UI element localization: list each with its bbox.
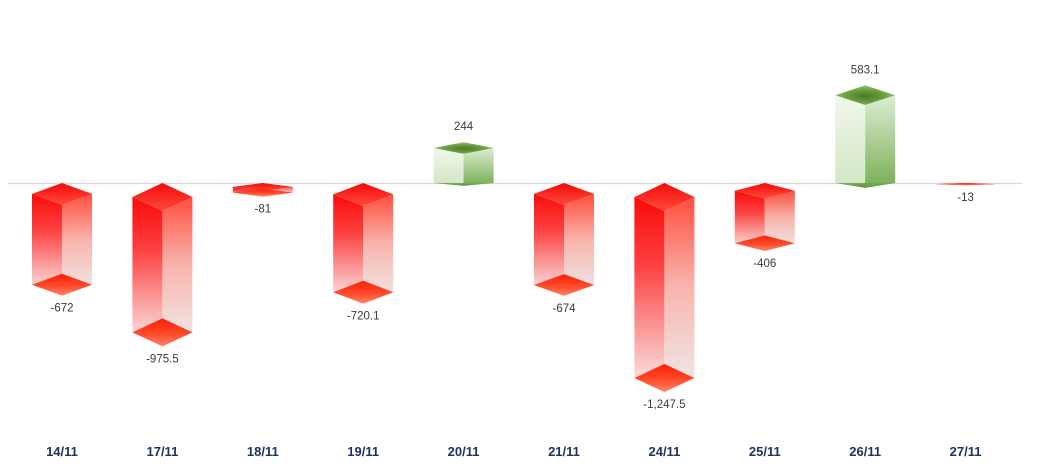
bar-top-cap [333, 183, 394, 206]
bar-14-11[interactable] [32, 183, 92, 296]
bar-top-cap [734, 183, 795, 199]
bar-left-face [333, 194, 364, 304]
x-axis-label: 14/11 [46, 444, 78, 459]
bar-bottom-cap [534, 274, 594, 296]
bar-bottom-cap [634, 364, 695, 392]
bar-right-face [764, 190, 795, 251]
bar-right-face [564, 193, 594, 296]
bar-19-11[interactable] [333, 183, 394, 304]
x-axis-label: 27/11 [950, 444, 982, 459]
bar-26-11[interactable] [835, 85, 896, 188]
bar-left-face [132, 197, 163, 347]
bar-right-face [363, 194, 394, 304]
bar-24-11[interactable] [634, 183, 695, 392]
x-axis-label: 25/11 [749, 444, 781, 459]
bar-right-face [463, 148, 494, 183]
bar-bottom-cap [32, 273, 92, 296]
bar-left-face [534, 193, 564, 296]
value-label: -975.5 [146, 353, 179, 365]
bar-bottom-cap [935, 183, 996, 186]
x-axis-label: 24/11 [648, 444, 680, 459]
bar-top-cap [32, 183, 92, 205]
bar-left-face [835, 95, 866, 183]
x-axis-label: 20/11 [448, 444, 480, 459]
x-axis-label: 19/11 [347, 444, 379, 459]
bar-top-cap [232, 183, 293, 191]
bar-left-face [634, 197, 665, 392]
bar-21-11[interactable] [534, 183, 594, 296]
value-label: -720.1 [347, 311, 380, 323]
bar-top-cap [835, 85, 896, 105]
value-label: 583.1 [851, 64, 880, 76]
bar-top-cap [534, 183, 594, 205]
bar-left-face [433, 148, 464, 183]
bar-bottom-cap [734, 235, 795, 251]
bar-27-11[interactable] [935, 183, 996, 186]
bar-top-cap [132, 183, 193, 211]
bar-bottom-cap [132, 318, 193, 347]
bar-right-face [865, 95, 896, 183]
x-axis-label: 26/11 [849, 444, 881, 459]
value-label: -674 [552, 303, 576, 315]
bar-20-11[interactable] [433, 142, 494, 186]
bar-17-11[interactable] [132, 183, 193, 347]
value-label: -81 [254, 204, 271, 216]
value-label: -406 [753, 258, 776, 270]
bar-left-face [32, 193, 62, 296]
bar-right-face [664, 197, 695, 392]
value-label: 244 [454, 121, 474, 133]
x-axis-label: 17/11 [146, 444, 178, 459]
bar-left-face [734, 190, 765, 251]
x-axis-label: 21/11 [548, 444, 580, 459]
bar-top-cap [634, 183, 695, 211]
bar-right-face [162, 197, 193, 347]
bar-25-11[interactable] [734, 183, 795, 251]
bar-18-11[interactable] [232, 183, 293, 197]
x-axis-label: 18/11 [247, 444, 279, 459]
value-label: -13 [957, 192, 974, 204]
value-label: -1,247.5 [643, 399, 685, 411]
value-label: -672 [50, 303, 73, 315]
bar-top-cap [433, 142, 494, 154]
bar-bottom-cap [232, 188, 293, 197]
bar-right-face [62, 193, 92, 296]
bar-bottom-cap [333, 280, 394, 304]
